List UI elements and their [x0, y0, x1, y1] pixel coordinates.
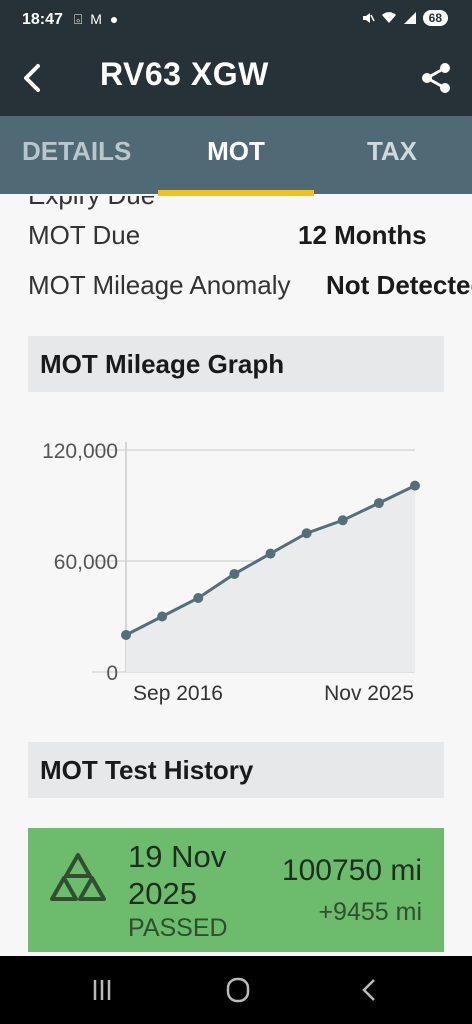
mot-content[interactable]: Expiry Due MOT Due 12 Months MOT Mileage… — [0, 196, 472, 956]
chart-data-point — [229, 568, 240, 579]
wifi-icon — [381, 12, 396, 23]
chart-y-tick-label: 0 — [106, 662, 118, 685]
share-icon[interactable] — [418, 60, 454, 96]
chart-data-point — [337, 515, 348, 526]
mot-due-value: 12 Months — [298, 220, 427, 250]
chart-y-tick-label: 60,000 — [54, 551, 118, 574]
signal-icon — [403, 12, 416, 24]
chart-x-tick-label: Sep 2016 — [133, 682, 223, 705]
chart-data-point — [410, 480, 420, 491]
mileage-area — [126, 485, 415, 672]
tab-bar: DETAILS MOT TAX — [0, 116, 472, 194]
graph-section-header: MOT Mileage Graph — [28, 336, 444, 392]
partial-detail-row: Expiry Due — [28, 196, 155, 211]
chart-data-point — [157, 611, 168, 622]
chart-data-point — [373, 498, 384, 509]
tab-mot[interactable]: MOT — [207, 136, 265, 166]
graph-section-title: MOT Mileage Graph — [40, 349, 285, 379]
battery-indicator: 68 — [422, 10, 448, 26]
status-right-icons: 68 — [361, 10, 448, 26]
selected-tab-indicator — [158, 190, 314, 196]
status-time: 18:47 — [22, 11, 63, 28]
mot-test-card[interactable]: 19 Nov 2025 PASSED 100750 mi +9455 mi — [28, 828, 444, 952]
history-section-header: MOT Test History — [28, 742, 444, 798]
tab-details[interactable]: DETAILS — [22, 136, 132, 166]
chart-x-tick-label: Nov 2025 — [324, 682, 414, 705]
notification-icons: ⌻ M ● — [74, 11, 121, 27]
mileage-anomaly-label: MOT Mileage Anomaly — [28, 270, 291, 300]
mileage-chart: 0 60,000 120,000 Sep 2016 Nov 2025 — [42, 440, 420, 705]
mileage-anomaly-value: Not Detected — [326, 270, 472, 300]
home-icon[interactable] — [218, 974, 258, 1006]
recents-icon[interactable] — [82, 974, 122, 1006]
mot-triangles-icon — [50, 853, 106, 901]
mot-test-date: 19 Nov 2025 — [128, 839, 227, 911]
mot-due-label: MOT Due — [28, 220, 141, 250]
chart-data-point — [265, 548, 276, 559]
history-section-title: MOT Test History — [40, 755, 254, 785]
nav-back-icon[interactable] — [350, 974, 390, 1006]
mot-test-mileage: 100750 mi — [281, 854, 422, 887]
mot-mileage-difference: +9455 mi — [318, 898, 422, 926]
system-nav-bar — [0, 956, 472, 1024]
app-bar: RV63 XGW — [0, 40, 472, 116]
page-title: RV63 XGW — [100, 56, 269, 92]
chart-y-tick-label: 120,000 — [42, 440, 118, 463]
mute-icon — [362, 13, 375, 23]
chart-data-point — [121, 630, 131, 640]
status-bar: 18:47 ⌻ M ● 68 — [0, 0, 472, 40]
chart-data-point — [301, 528, 312, 539]
tab-tax[interactable]: TAX — [366, 136, 418, 166]
chart-data-point — [193, 593, 204, 603]
mot-test-status: PASSED — [128, 914, 228, 942]
back-arrow-icon[interactable] — [18, 60, 48, 96]
